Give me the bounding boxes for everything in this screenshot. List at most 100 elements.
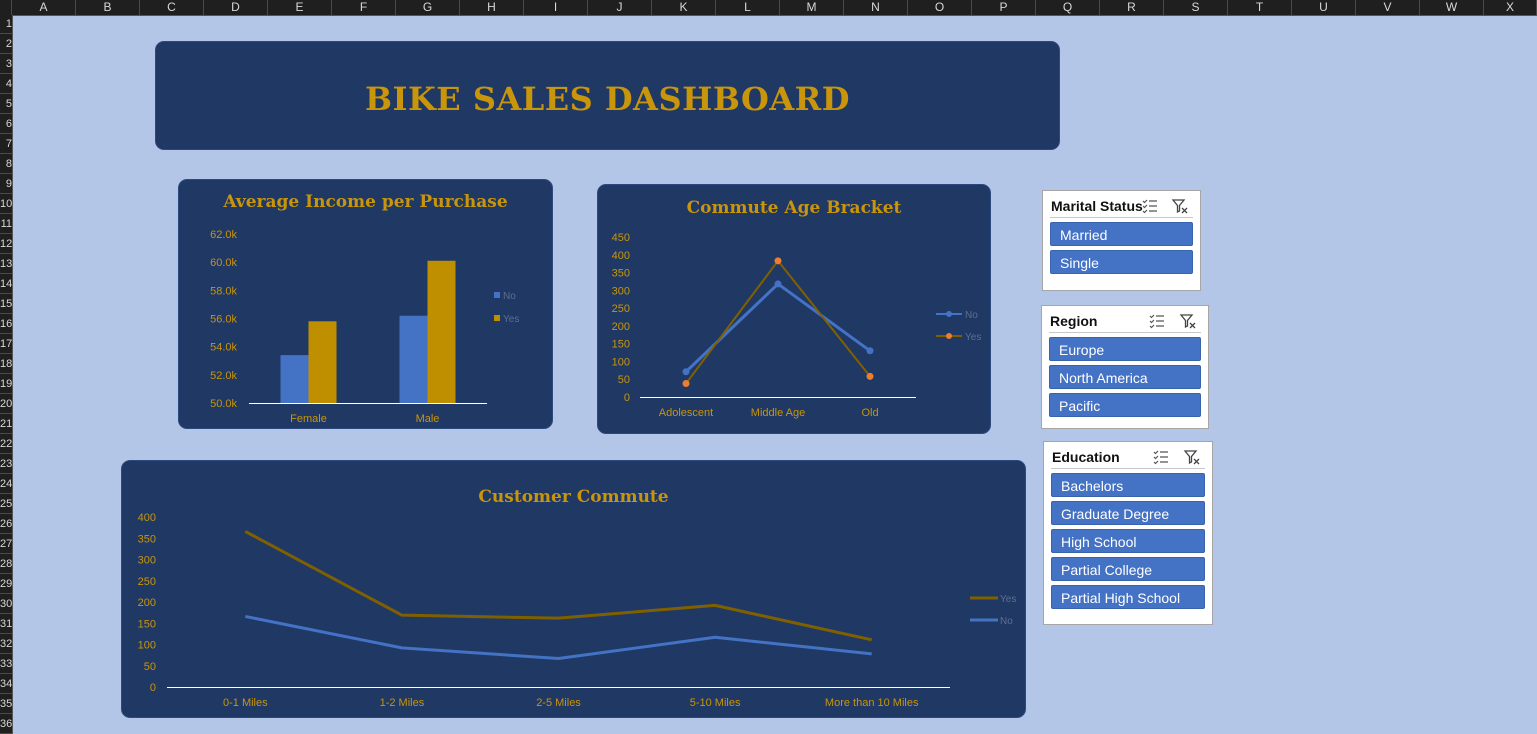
column-header-c[interactable]: C bbox=[140, 0, 204, 15]
multi-select-icon[interactable] bbox=[1148, 312, 1166, 330]
column-header-u[interactable]: U bbox=[1292, 0, 1356, 15]
row-header-27[interactable]: 27 bbox=[0, 535, 12, 554]
y-tick-label: 56.0k bbox=[210, 314, 237, 326]
row-header-32[interactable]: 32 bbox=[0, 635, 12, 654]
column-header-m[interactable]: M bbox=[780, 0, 844, 15]
y-tick-label: 400 bbox=[612, 250, 630, 262]
row-header-15[interactable]: 15 bbox=[0, 295, 12, 314]
customer-commute-chart-panel[interactable]: Customer Commute 0 50 100 150 200 250 300 350 40… bbox=[121, 460, 1026, 718]
row-header-16[interactable]: 16 bbox=[0, 315, 12, 334]
y-tick-label: 0 bbox=[150, 682, 156, 694]
slicer-item-pacific[interactable]: Pacific bbox=[1049, 393, 1201, 417]
column-header-g[interactable]: G bbox=[396, 0, 460, 15]
row-header-2[interactable]: 2 bbox=[0, 35, 12, 54]
y-tick-label: 250 bbox=[612, 303, 630, 315]
row-header-31[interactable]: 31 bbox=[0, 615, 12, 634]
row-header-1[interactable]: 1 bbox=[0, 15, 12, 34]
row-header-36[interactable]: 36 bbox=[0, 715, 12, 734]
y-tick-label: 150 bbox=[138, 618, 156, 630]
column-header-o[interactable]: O bbox=[908, 0, 972, 15]
column-header-t[interactable]: T bbox=[1228, 0, 1292, 15]
x-tick-label: 2-5 Miles bbox=[536, 697, 581, 709]
multi-select-icon[interactable] bbox=[1141, 197, 1159, 215]
row-header-25[interactable]: 25 bbox=[0, 495, 12, 514]
slicer-item-graduate-degree[interactable]: Graduate Degree bbox=[1051, 501, 1205, 525]
clear-filter-icon[interactable] bbox=[1171, 197, 1189, 215]
row-header-33[interactable]: 33 bbox=[0, 655, 12, 674]
row-header-5[interactable]: 5 bbox=[0, 95, 12, 114]
column-header-h[interactable]: H bbox=[460, 0, 524, 15]
row-header-21[interactable]: 21 bbox=[0, 415, 12, 434]
row-header-26[interactable]: 26 bbox=[0, 515, 12, 534]
slicer-item-single[interactable]: Single bbox=[1050, 250, 1193, 274]
y-tick-label: 50.0k bbox=[210, 398, 237, 410]
row-header-11[interactable]: 11 bbox=[0, 215, 12, 234]
slicer-item-north-america[interactable]: North America bbox=[1049, 365, 1201, 389]
row-header-8[interactable]: 8 bbox=[0, 155, 12, 174]
column-header-f[interactable]: F bbox=[332, 0, 396, 15]
row-header-19[interactable]: 19 bbox=[0, 375, 12, 394]
commute-age-chart-panel[interactable]: Commute Age Bracket 0 50 100 150 200 250 300 35… bbox=[597, 184, 991, 434]
column-header-p[interactable]: P bbox=[972, 0, 1036, 15]
row-header-17[interactable]: 17 bbox=[0, 335, 12, 354]
data-point-yes bbox=[682, 379, 690, 387]
row-header-18[interactable]: 18 bbox=[0, 355, 12, 374]
slicer-title: Marital Status bbox=[1051, 198, 1143, 214]
row-header-34[interactable]: 34 bbox=[0, 675, 12, 694]
column-header-r[interactable]: R bbox=[1100, 0, 1164, 15]
slicer-items: Married Single bbox=[1050, 222, 1193, 278]
region-slicer[interactable]: Region Europe North America Pacific bbox=[1041, 305, 1209, 429]
marital-status-slicer[interactable]: Marital Status Married Single bbox=[1042, 190, 1201, 291]
row-header-30[interactable]: 30 bbox=[0, 595, 12, 614]
column-header-q[interactable]: Q bbox=[1036, 0, 1100, 15]
row-header-23[interactable]: 23 bbox=[0, 455, 12, 474]
column-header-k[interactable]: K bbox=[652, 0, 716, 15]
avg-income-chart-panel[interactable]: Average Income per Purchase 50.0k 52.0k 54… bbox=[178, 179, 553, 429]
data-point-yes bbox=[866, 372, 874, 380]
column-header-e[interactable]: E bbox=[268, 0, 332, 15]
multi-select-icon[interactable] bbox=[1152, 448, 1170, 466]
column-header-i[interactable]: I bbox=[524, 0, 588, 15]
row-header-7[interactable]: 7 bbox=[0, 135, 12, 154]
column-header-b[interactable]: B bbox=[76, 0, 140, 15]
column-header-j[interactable]: J bbox=[588, 0, 652, 15]
clear-filter-icon[interactable] bbox=[1179, 312, 1197, 330]
row-header-10[interactable]: 10 bbox=[0, 195, 12, 214]
chart-title: Customer Commute bbox=[478, 487, 669, 507]
slicer-item-partial-college[interactable]: Partial College bbox=[1051, 557, 1205, 581]
column-header-v[interactable]: V bbox=[1356, 0, 1420, 15]
column-header-x[interactable]: X bbox=[1484, 0, 1537, 15]
row-header-12[interactable]: 12 bbox=[0, 235, 12, 254]
bar-no-female bbox=[280, 355, 309, 403]
column-header-a[interactable]: A bbox=[12, 0, 76, 15]
row-header-29[interactable]: 29 bbox=[0, 575, 12, 594]
row-header-3[interactable]: 3 bbox=[0, 55, 12, 74]
column-header-s[interactable]: S bbox=[1164, 0, 1228, 15]
y-tick-label: 50 bbox=[618, 374, 630, 386]
row-header-35[interactable]: 35 bbox=[0, 695, 12, 714]
row-header-14[interactable]: 14 bbox=[0, 275, 12, 294]
y-tick-label: 350 bbox=[138, 533, 156, 545]
row-header-13[interactable]: 13 bbox=[0, 255, 12, 274]
column-header-w[interactable]: W bbox=[1420, 0, 1484, 15]
select-all-corner[interactable] bbox=[0, 0, 12, 15]
row-header-6[interactable]: 6 bbox=[0, 115, 12, 134]
slicer-item-high-school[interactable]: High School bbox=[1051, 529, 1205, 553]
column-header-d[interactable]: D bbox=[204, 0, 268, 15]
row-header-9[interactable]: 9 bbox=[0, 175, 12, 194]
row-header-24[interactable]: 24 bbox=[0, 475, 12, 494]
slicer-item-partial-high-school[interactable]: Partial High School bbox=[1051, 585, 1205, 609]
slicer-item-married[interactable]: Married bbox=[1050, 222, 1193, 246]
row-header-22[interactable]: 22 bbox=[0, 435, 12, 454]
slicer-item-bachelors[interactable]: Bachelors bbox=[1051, 473, 1205, 497]
column-header-l[interactable]: L bbox=[716, 0, 780, 15]
row-header-28[interactable]: 28 bbox=[0, 555, 12, 574]
row-header-20[interactable]: 20 bbox=[0, 395, 12, 414]
y-tick-label: 150 bbox=[612, 339, 630, 351]
bar-no-male bbox=[399, 315, 428, 403]
row-header-4[interactable]: 4 bbox=[0, 75, 12, 94]
clear-filter-icon[interactable] bbox=[1183, 448, 1201, 466]
education-slicer[interactable]: Education Bachelors Graduate Degree High… bbox=[1043, 441, 1213, 625]
slicer-item-europe[interactable]: Europe bbox=[1049, 337, 1201, 361]
column-header-n[interactable]: N bbox=[844, 0, 908, 15]
